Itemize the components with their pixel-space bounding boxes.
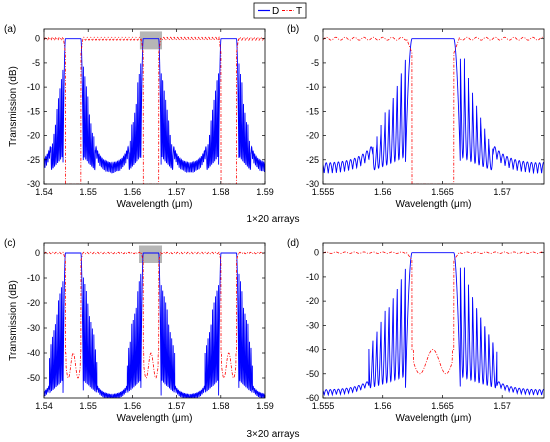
axes-frame xyxy=(322,28,545,185)
panel-label: (a) xyxy=(4,24,16,35)
axes-frame xyxy=(322,242,545,399)
x-tick-label: 1.555 xyxy=(312,187,335,197)
y-tick-label: -20 xyxy=(306,296,319,306)
x-axis-label: Wavelength (μm) xyxy=(117,199,193,210)
y-tick-label: -30 xyxy=(306,320,319,330)
plot-area xyxy=(44,251,265,398)
series-d-line xyxy=(323,38,544,175)
y-axis-label: Transmission (dB) xyxy=(8,66,19,147)
x-tick-label: 1.56 xyxy=(124,187,142,197)
x-tick-label: 1.56 xyxy=(374,401,392,411)
series-t-line xyxy=(44,251,265,379)
x-tick-label: 1.57 xyxy=(493,187,511,197)
panel-a: 1.54 1.55 1.56 1.57 1.58 1.59 -30 -25 -20 -15 -10 -… xyxy=(4,24,274,210)
x-tick-label: 1.59 xyxy=(256,187,274,197)
x-tick-label: 1.57 xyxy=(493,401,511,411)
y-tick-label: -25 xyxy=(306,155,319,165)
series-d-line xyxy=(44,38,265,174)
axes-frame xyxy=(43,28,266,185)
caption-row1: 1×20 arrays xyxy=(246,214,299,225)
legend-label-t: T xyxy=(296,6,302,17)
x-tick-label: 1.58 xyxy=(212,187,230,197)
y-tick-label: -60 xyxy=(306,393,319,403)
x-tick-label: 1.56 xyxy=(124,401,142,411)
y-tick-label: -15 xyxy=(306,106,319,116)
panel-label: (b) xyxy=(287,24,299,35)
y-tick-label: 0 xyxy=(314,34,319,44)
plot-area xyxy=(44,36,265,184)
y-tick-label: -10 xyxy=(27,273,40,283)
highlight-region xyxy=(139,31,163,50)
series-d-line xyxy=(323,252,544,397)
series-d-line xyxy=(44,252,265,398)
x-tick-label: 1.56 xyxy=(374,187,392,197)
x-tick-label: 1.59 xyxy=(256,401,274,411)
y-tick-label: -10 xyxy=(306,82,319,92)
panel-label: (c) xyxy=(4,238,16,249)
highlight-region xyxy=(139,245,163,263)
y-tick-label: -20 xyxy=(306,131,319,141)
y-axis-label: Transmission (dB) xyxy=(8,280,19,361)
x-tick-label: 1.54 xyxy=(35,401,53,411)
y-tick-label: -40 xyxy=(27,348,40,358)
legend-box xyxy=(253,2,307,19)
x-tick-label: 1.57 xyxy=(168,401,186,411)
x-axis-label: Wavelength (μm) xyxy=(396,199,472,210)
x-tick-label: 1.55 xyxy=(79,187,97,197)
plot-area xyxy=(323,251,544,397)
y-tick-label: -20 xyxy=(27,131,40,141)
x-tick-label: 1.58 xyxy=(212,401,230,411)
y-tick-label: -30 xyxy=(27,179,40,189)
legend-label-d: D xyxy=(272,6,279,17)
panel-label: (d) xyxy=(287,238,299,249)
series-t-line xyxy=(44,36,265,184)
y-tick-label: -5 xyxy=(311,58,319,68)
x-tick-label: 1.555 xyxy=(312,401,335,411)
legend: D T xyxy=(253,2,307,19)
series-t-line xyxy=(323,36,544,184)
x-tick-label: 1.55 xyxy=(79,401,97,411)
plot-area xyxy=(323,36,544,184)
axes-frame xyxy=(43,242,266,399)
panel-d: 1.555 1.56 1.565 1.57 -60 -50 -40 -30 -20 -10 0 Wav… xyxy=(287,238,545,424)
series-t-line xyxy=(323,251,544,375)
x-tick-label: 1.565 xyxy=(431,401,454,411)
x-tick-label: 1.565 xyxy=(431,187,454,197)
y-tick-label: 0 xyxy=(35,248,40,258)
y-tick-label: -30 xyxy=(27,323,40,333)
x-axis-label: Wavelength (μm) xyxy=(117,413,193,424)
y-tick-label: -10 xyxy=(27,82,40,92)
y-tick-label: 0 xyxy=(314,248,319,258)
y-tick-label: -30 xyxy=(306,179,319,189)
x-tick-label: 1.57 xyxy=(168,187,186,197)
y-tick-label: -50 xyxy=(306,369,319,379)
y-tick-label: -50 xyxy=(27,373,40,383)
panel-c: 1.54 1.55 1.56 1.57 1.58 1.59 -50 -40 -30 -20 -10 0… xyxy=(4,238,274,424)
y-tick-label: 0 xyxy=(35,34,40,44)
y-tick-label: -5 xyxy=(32,58,40,68)
caption-row2: 3×20 arrays xyxy=(246,429,299,440)
y-tick-label: -40 xyxy=(306,345,319,355)
y-tick-label: -25 xyxy=(27,155,40,165)
y-tick-label: -20 xyxy=(27,298,40,308)
x-tick-label: 1.54 xyxy=(35,187,53,197)
y-tick-label: -10 xyxy=(306,272,319,282)
panel-b: 1.555 1.56 1.565 1.57 -30 -25 -20 -15 -10 -5 0 Wave… xyxy=(287,24,545,210)
x-axis-label: Wavelength (μm) xyxy=(396,413,472,424)
y-tick-label: -15 xyxy=(27,106,40,116)
